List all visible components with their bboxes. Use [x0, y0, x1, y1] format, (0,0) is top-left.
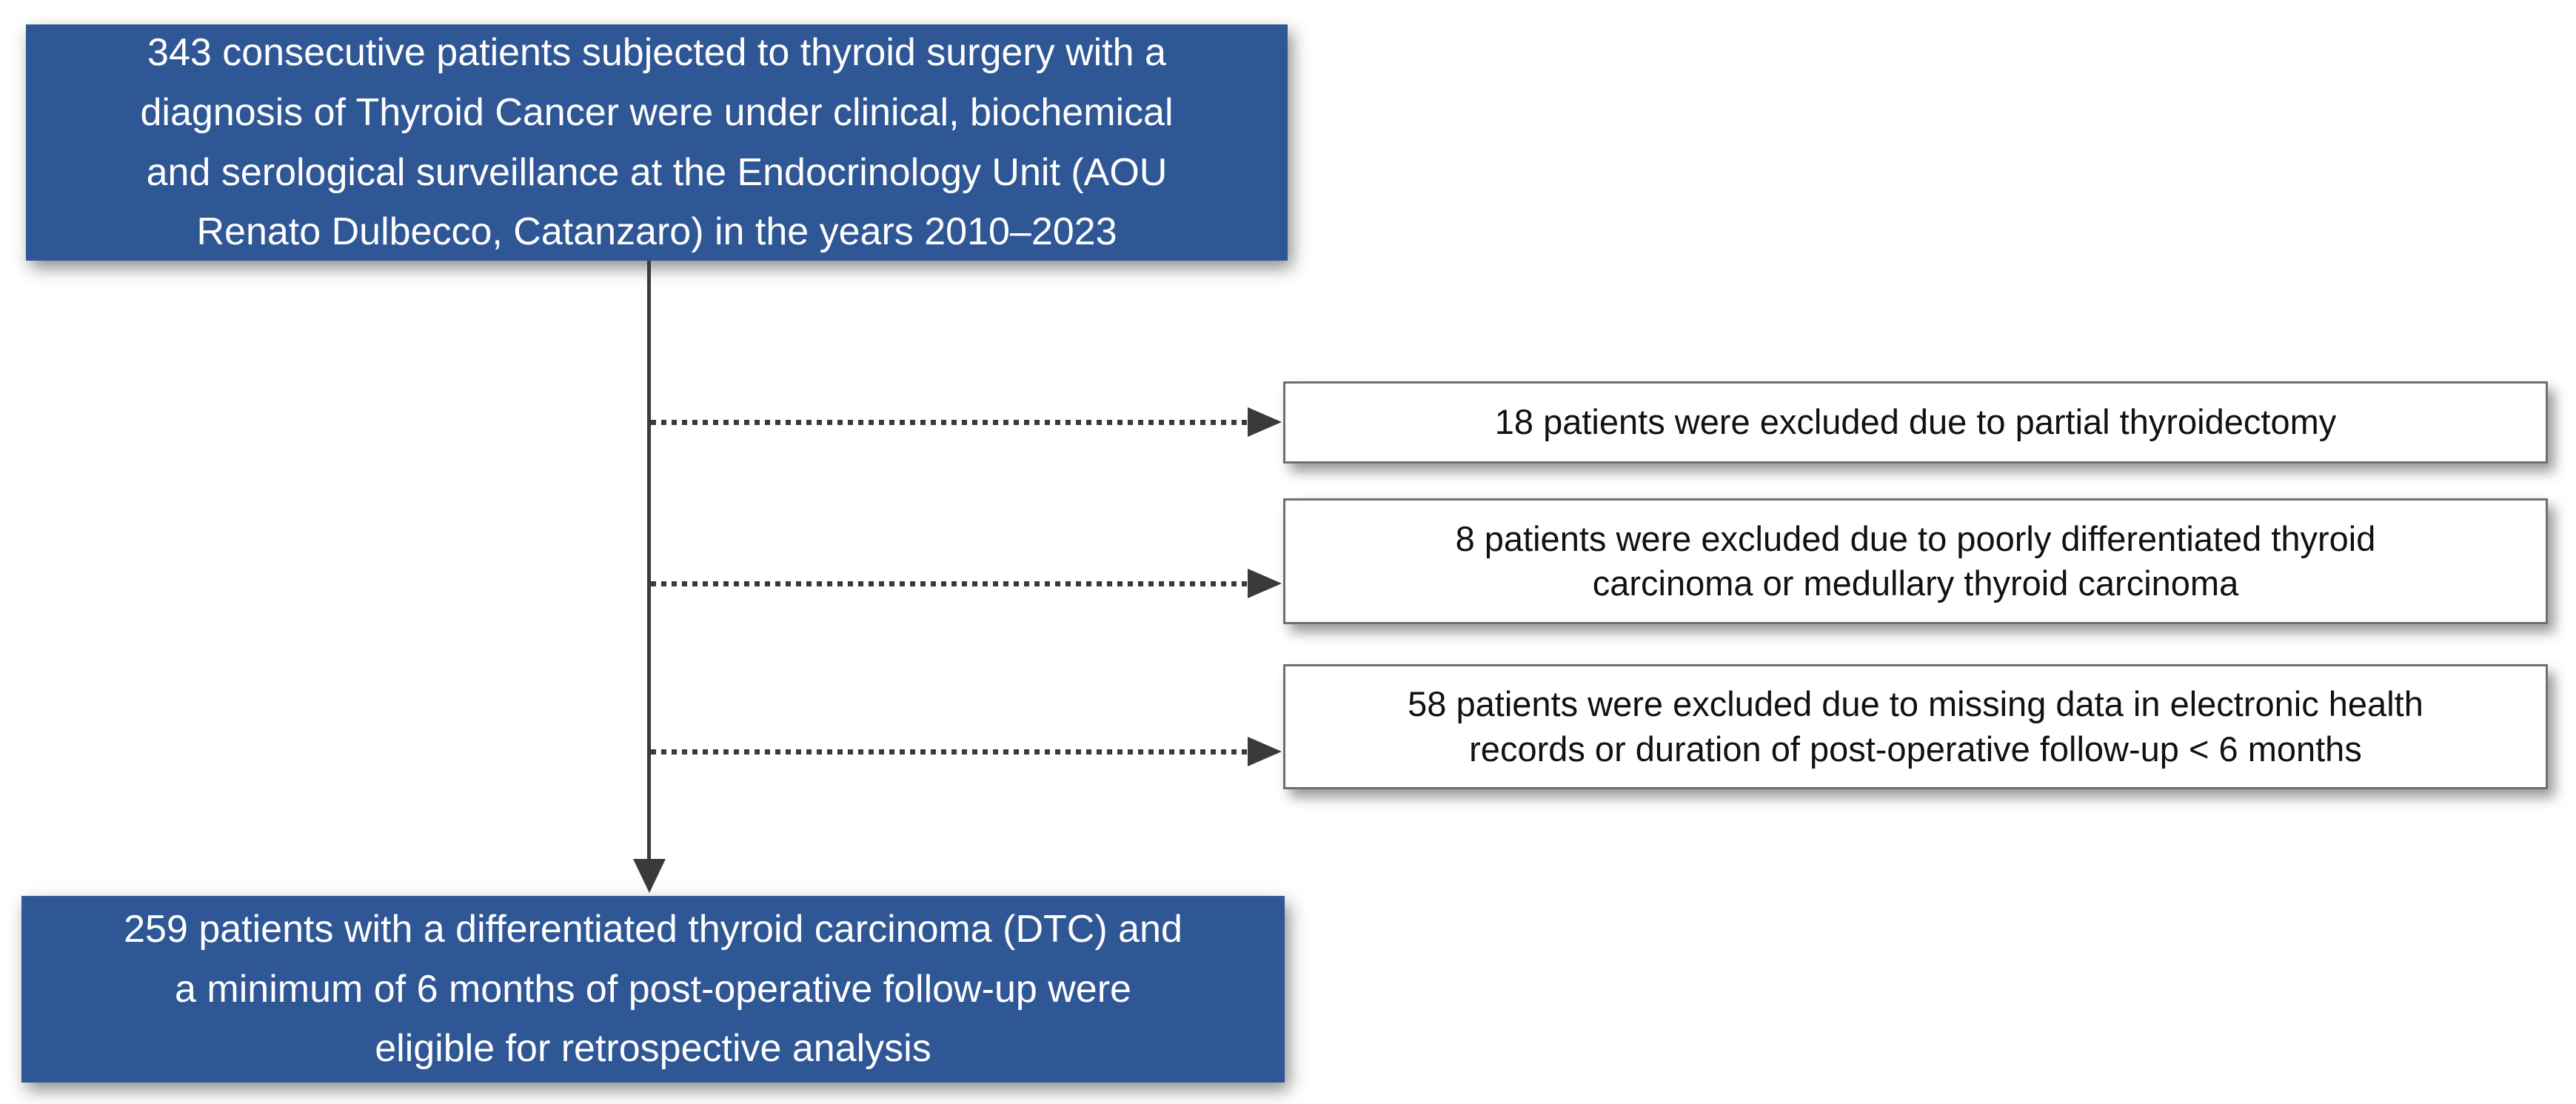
exclusion-box-poorly-differentiated: 8 patients were excluded due to poorly d… [1283, 498, 2548, 624]
exclusion-box-missing-data: 58 patients were excluded due to missing… [1283, 664, 2548, 789]
exclusion-box-3-text: 58 patients were excluded due to missing… [1408, 684, 2423, 769]
main-flow-arrow-line [647, 261, 651, 860]
exclusion-box-2-text: 8 patients were excluded due to poorly d… [1455, 518, 2376, 603]
arrow-right-icon [1248, 407, 1282, 437]
exclusion-box-partial-thyroidectomy: 18 patients were excluded due to partial… [1283, 381, 2548, 464]
eligible-box-text: 259 patients with a differentiated thyro… [124, 908, 1182, 1071]
eligible-box: 259 patients with a differentiated thyro… [21, 896, 1285, 1083]
exclusion-arrow-3-line [651, 749, 1248, 755]
enrollment-box: 343 consecutive patients subjected to th… [26, 24, 1288, 261]
enrollment-box-text: 343 consecutive patients subjected to th… [140, 31, 1174, 254]
arrow-right-icon [1248, 569, 1282, 598]
exclusion-box-1-text: 18 patients were excluded due to partial… [1494, 402, 2337, 442]
arrow-right-icon [1248, 737, 1282, 766]
exclusion-arrow-1-line [651, 420, 1248, 425]
arrow-down-icon [633, 859, 666, 893]
exclusion-arrow-2-line [651, 581, 1248, 586]
